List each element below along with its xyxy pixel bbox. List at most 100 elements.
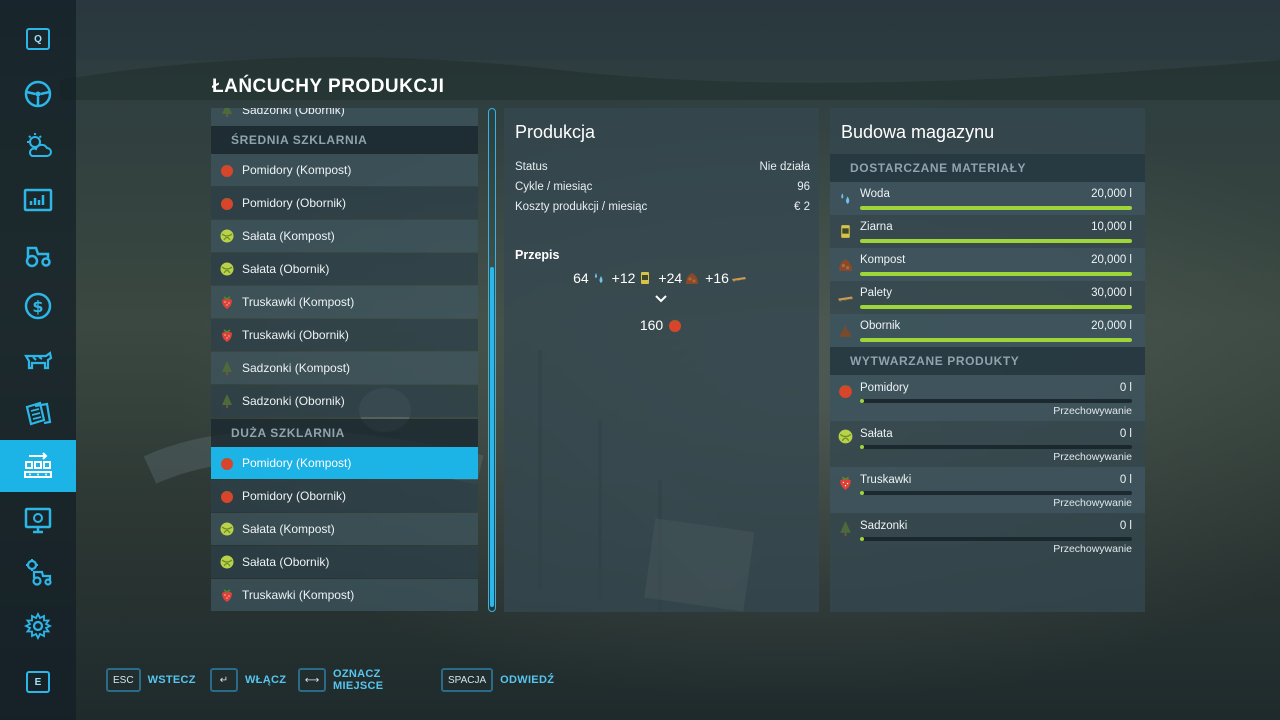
cost-row: Koszty produkcji / miesiąc € 2 <box>515 201 810 213</box>
list-item-selected[interactable]: Pomidory (Kompost) <box>211 447 478 479</box>
material-row: Obornik 20,000 l <box>830 314 1145 347</box>
tomato-icon <box>669 320 682 332</box>
production-chains-icon <box>24 452 52 478</box>
product-amount: 0 l <box>1119 474 1132 486</box>
list-item[interactable]: Pomidory (Obornik) <box>211 480 478 512</box>
scrollbar-thumb[interactable] <box>490 267 494 607</box>
list-item[interactable]: Sadzonki (Kompost) <box>211 352 478 384</box>
list-item[interactable]: Sałata (Obornik) <box>211 546 478 578</box>
list-item[interactable]: Sałata (Kompost) <box>211 220 478 252</box>
hint-visit[interactable]: SPACJA ODWIEDŹ <box>441 668 554 692</box>
material-amount: 10,000 l <box>1091 221 1132 233</box>
compost-icon <box>837 256 854 273</box>
material-amount: 20,000 l <box>1091 188 1132 200</box>
fill-bar <box>860 272 1132 276</box>
list-item[interactable]: Pomidory (Kompost) <box>211 154 478 186</box>
material-name: Woda <box>860 188 890 200</box>
fill-bar <box>860 239 1132 243</box>
product-mode-toggle[interactable]: Przechowywanie <box>1053 497 1132 509</box>
list-item-label: Sadzonki (Kompost) <box>242 361 351 375</box>
sidebar-item-help[interactable] <box>0 494 76 546</box>
fill-bar-level <box>860 445 864 449</box>
sidebar-item-animals[interactable] <box>0 334 76 386</box>
list-item-label: Pomidory (Obornik) <box>242 196 347 210</box>
product-name: Truskawki <box>860 474 912 486</box>
seeds-icon <box>637 270 653 286</box>
product-amount: 0 l <box>1119 428 1132 440</box>
lettuce-icon <box>219 261 235 277</box>
hint-back[interactable]: ESC WSTECZ <box>106 668 196 692</box>
product-name: Sadzonki <box>860 520 908 532</box>
sidebar-item-statistics[interactable] <box>0 174 76 226</box>
fill-bar <box>860 305 1132 309</box>
pallets-icon <box>837 289 854 306</box>
list-item-label: Sałata (Obornik) <box>242 262 330 276</box>
list-item[interactable]: Sałata (Kompost) <box>211 513 478 545</box>
fill-bar-level <box>860 399 864 403</box>
production-title: Produkcja <box>515 122 596 142</box>
list-scrollbar[interactable] <box>488 108 496 612</box>
list-item[interactable]: Sałata (Obornik) <box>211 253 478 285</box>
tomato-icon <box>837 382 854 399</box>
recipe-amount: +16 <box>705 270 729 286</box>
hint-label: WSTECZ <box>147 674 196 686</box>
group-header-large-greenhouse: DUŻA SZKLARNIA <box>211 419 478 447</box>
fill-bar-level <box>860 206 1132 210</box>
manure-icon <box>837 322 854 339</box>
cycles-row: Cykle / miesiąc 96 <box>515 181 810 193</box>
sidebar-item-settings[interactable] <box>0 600 76 652</box>
product-name: Sałata <box>860 428 893 440</box>
sidebar-prev-key[interactable]: Q <box>26 28 50 50</box>
hint-key: SPACJA <box>441 668 494 692</box>
hint-mark-location[interactable]: ⟷ OZNACZ MIEJSCE <box>298 668 384 692</box>
product-name: Pomidory <box>860 382 909 394</box>
product-row: Sadzonki 0 l Przechowywanie <box>830 513 1145 559</box>
recipe-output: 160 <box>504 317 819 333</box>
hint-activate[interactable]: ↵ WŁĄCZ <box>210 668 286 692</box>
list-item[interactable]: Sadzonki (Obornik) <box>211 108 478 126</box>
sidebar-next-key[interactable]: E <box>26 671 50 693</box>
product-mode-toggle[interactable]: Przechowywanie <box>1053 543 1132 555</box>
product-mode-toggle[interactable]: Przechowywanie <box>1053 451 1132 463</box>
compost-icon <box>684 270 700 286</box>
list-item[interactable]: Sadzonki (Obornik) <box>211 385 478 417</box>
lettuce-icon <box>219 521 235 537</box>
seeds-icon <box>837 223 854 240</box>
list-item[interactable]: Truskawki (Kompost) <box>211 579 478 611</box>
fill-bar-level <box>860 305 1132 309</box>
sidebar-item-production-chains[interactable] <box>0 440 76 492</box>
list-item-label: Truskawki (Obornik) <box>242 328 349 342</box>
lettuce-icon <box>219 228 235 244</box>
strawberry-icon <box>219 327 235 343</box>
product-mode-toggle[interactable]: Przechowywanie <box>1053 405 1132 417</box>
sidebar-item-map[interactable] <box>0 68 76 120</box>
list-item-label: Pomidory (Obornik) <box>242 489 347 503</box>
group-header-medium-greenhouse: ŚREDNIA SZKLARNIA <box>211 126 478 154</box>
list-item[interactable]: Truskawki (Obornik) <box>211 319 478 351</box>
list-item-label: Pomidory (Kompost) <box>242 163 352 177</box>
strawberry-icon <box>837 474 854 491</box>
sidebar-item-weather[interactable] <box>0 120 76 172</box>
material-row: Palety 30,000 l <box>830 281 1145 314</box>
list-item-label: Sałata (Obornik) <box>242 555 330 569</box>
sidebar-item-vehicles[interactable] <box>0 228 76 280</box>
tomato-icon <box>219 162 235 178</box>
strawberry-icon <box>219 294 235 310</box>
fill-bar <box>860 445 1132 449</box>
list-item[interactable]: Truskawki (Kompost) <box>211 286 478 318</box>
material-name: Kompost <box>860 254 906 266</box>
tomato-icon <box>219 195 235 211</box>
cost-label: Koszty produkcji / miesiąc <box>515 201 648 213</box>
hint-key: ESC <box>106 668 141 692</box>
cycles-value: 96 <box>797 181 810 193</box>
recipe-amount: 64 <box>573 270 589 286</box>
recipe-output-amount: 160 <box>639 317 664 333</box>
recipe-label: Przepis <box>515 248 560 262</box>
sidebar-item-garage[interactable] <box>0 546 76 598</box>
settings-icon <box>23 611 53 641</box>
list-item[interactable]: Pomidory (Obornik) <box>211 187 478 219</box>
hint-key: ⟷ <box>298 668 326 692</box>
sidebar-item-contracts[interactable] <box>0 388 76 440</box>
list-item-label: Sadzonki (Obornik) <box>242 108 345 117</box>
sidebar-item-finances[interactable]: $ <box>0 280 76 332</box>
